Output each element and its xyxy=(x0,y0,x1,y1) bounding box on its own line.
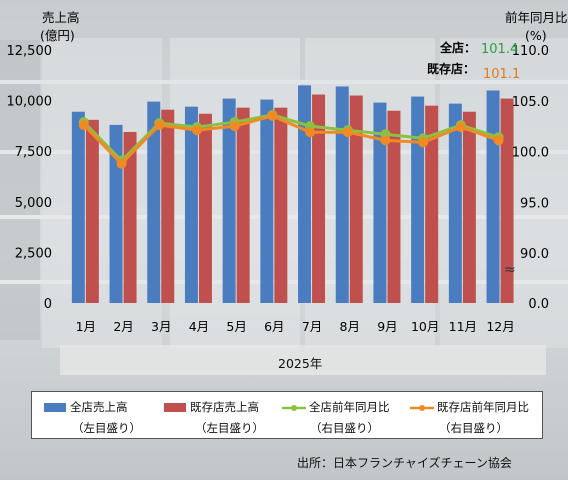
callout-existing-value: 101.1 xyxy=(483,67,520,82)
left-tick-labels: 12,500 10,000 7,500 5,000 2,500 0 xyxy=(7,44,53,312)
bar-existing-sales xyxy=(349,95,363,303)
x-tick-label: 2月 xyxy=(113,319,133,334)
x-axis-band xyxy=(60,345,546,375)
line-existing-yoy-point xyxy=(455,122,466,133)
legend-item-all-sales: 全店売上高 xyxy=(44,399,128,415)
callout-existing-label: 既存店： xyxy=(427,61,475,76)
left-tick-label: 10,000 xyxy=(7,95,53,110)
legend-label: 全店前年同月比 xyxy=(309,400,390,414)
legend-sub: （左目盛り） xyxy=(72,421,141,435)
bar-existing-sales xyxy=(312,94,326,303)
line-existing-yoy-point xyxy=(78,120,89,131)
x-tick-label: 3月 xyxy=(151,319,171,334)
left-tick-label: 7,500 xyxy=(15,145,52,160)
legend-item-existing-sales: 既存店売上高 xyxy=(164,399,259,415)
bar-all-sales xyxy=(373,102,387,304)
line-existing-yoy-point xyxy=(267,110,278,121)
callout-all-label: 全店： xyxy=(439,40,476,55)
source-note: 出所：日本フランチャイズチェーン協会 xyxy=(297,456,512,470)
legend-swatch-existing-yoy xyxy=(410,404,434,411)
bar-all-sales xyxy=(260,99,274,303)
right-tick-label: 90.0 xyxy=(520,247,549,262)
bar-existing-sales xyxy=(198,113,212,303)
legend-label: 既存店売上高 xyxy=(190,400,259,414)
line-existing-yoy-point xyxy=(116,158,127,169)
x-tick-label: 10月 xyxy=(411,319,439,334)
bar-all-sales xyxy=(486,90,500,303)
bar-existing-sales xyxy=(274,107,288,304)
bar-existing-sales xyxy=(123,131,137,303)
bar-existing-sales xyxy=(462,111,476,304)
line-existing-yoy-point xyxy=(154,120,165,131)
x-tick-label: 12月 xyxy=(486,319,514,334)
line-existing-yoy-point xyxy=(229,121,240,132)
legend: 全店売上高 （左目盛り） 既存店売上高 （左目盛り） 全店前年同月比 （右目盛り… xyxy=(31,391,543,439)
right-axis-title-line1: 前年同月比 xyxy=(505,10,568,25)
x-tick-labels: 1月 2月 3月 4月 5月 6月 7月 8月 9月 10月 11月 12月 xyxy=(76,319,515,334)
right-tick-label: 105.0 xyxy=(512,95,549,110)
line-existing-yoy-point xyxy=(418,137,429,148)
bars-layer xyxy=(71,85,514,304)
bar-all-sales xyxy=(147,101,161,303)
line-existing-yoy-point xyxy=(191,125,202,136)
line-existing-yoy-point xyxy=(380,135,391,146)
legend-swatch-all-sales xyxy=(44,403,66,412)
legend-label: 全店売上高 xyxy=(70,400,128,414)
right-axis-title-line2: (%) xyxy=(525,28,547,43)
right-tick-labels: 110.0 105.0 100.0 95.0 90.0 0.0 xyxy=(512,44,549,312)
line-existing-yoy-point xyxy=(305,127,316,138)
bar-existing-sales xyxy=(387,110,401,303)
left-axis-title-line1: 売上高 xyxy=(42,10,80,25)
bar-all-sales xyxy=(222,98,236,304)
legend-label: 既存店前年同月比 xyxy=(437,400,529,414)
bar-all-sales xyxy=(109,124,123,303)
x-tick-label: 11月 xyxy=(449,319,477,334)
x-tick-label: 5月 xyxy=(226,319,246,334)
bar-all-sales xyxy=(448,103,462,303)
right-tick-label: 95.0 xyxy=(520,196,549,211)
bar-existing-sales xyxy=(425,105,439,303)
line-existing-yoy-point xyxy=(493,135,504,146)
legend-sub: （右目盛り） xyxy=(439,421,508,435)
bar-existing-sales xyxy=(500,98,514,304)
x-tick-label: 4月 xyxy=(189,319,209,334)
line-existing-yoy-point xyxy=(342,127,353,138)
line-all-yoy xyxy=(82,113,500,163)
x-tick-label: 7月 xyxy=(302,319,322,334)
legend-sub: （右目盛り） xyxy=(310,421,379,435)
legend-item-all-yoy: 全店前年同月比 xyxy=(282,399,390,415)
bar-existing-sales xyxy=(85,119,99,303)
legend-sub: （左目盛り） xyxy=(195,421,264,435)
x-tick-label: 1月 xyxy=(76,319,96,334)
bar-all-sales xyxy=(71,111,85,304)
left-tick-label: 5,000 xyxy=(15,196,52,211)
left-tick-label: 12,500 xyxy=(7,44,53,59)
legend-swatch-all-yoy xyxy=(282,404,306,411)
x-tick-label: 9月 xyxy=(377,319,397,334)
bar-all-sales xyxy=(184,106,198,303)
legend-swatch-existing-sales xyxy=(164,403,186,412)
bar-all-sales xyxy=(335,86,349,303)
x-tick-label: 8月 xyxy=(340,319,360,334)
left-axis-title-line2: (億円) xyxy=(40,28,75,43)
left-tick-label: 0 xyxy=(44,297,52,312)
right-tick-label: 100.0 xyxy=(512,146,549,161)
bar-all-sales xyxy=(298,85,312,303)
axis-break-symbol: ≈ xyxy=(504,262,516,278)
bar-existing-sales xyxy=(236,107,250,304)
left-tick-label: 2,500 xyxy=(15,246,52,261)
bar-existing-sales xyxy=(161,109,175,303)
legend-item-existing-yoy: 既存店前年同月比 xyxy=(410,399,529,415)
x-tick-label: 6月 xyxy=(264,319,284,334)
x-axis-label: 2025年 xyxy=(278,356,323,371)
bar-all-sales xyxy=(411,96,425,303)
line-existing-yoy xyxy=(82,114,500,166)
right-tick-label: 110.0 xyxy=(512,44,549,59)
callout-all-value: 101.4 xyxy=(481,42,518,57)
right-tick-label: 0.0 xyxy=(528,297,549,312)
lines-layer xyxy=(78,109,504,169)
